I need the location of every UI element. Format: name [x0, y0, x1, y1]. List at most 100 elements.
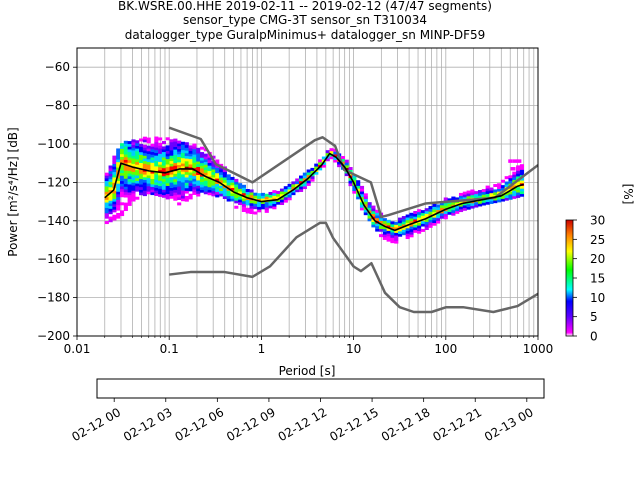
ppd-cell: [211, 155, 216, 159]
ppd-cell: [108, 184, 113, 188]
ppd-cell: [177, 178, 182, 182]
ppd-cell: [142, 174, 147, 178]
ppd-cell: [409, 231, 414, 235]
ppd-cell: [188, 148, 193, 152]
ppd-cell: [146, 137, 151, 141]
ppd-cell: [382, 218, 387, 222]
ppd-cell: [283, 188, 288, 192]
ppd-cell: [123, 202, 128, 206]
ppd-cell: [196, 177, 201, 181]
ppd-cell: [302, 172, 307, 176]
ppd-cell: [241, 200, 246, 204]
ppd-cell: [184, 177, 189, 181]
ppd-cell: [394, 235, 399, 239]
x-tick-label: 10: [346, 342, 361, 356]
ppd-cell: [508, 180, 513, 184]
ppd-cell: [234, 186, 239, 190]
ppd-cell: [413, 224, 418, 228]
ppd-cell: [154, 179, 159, 183]
nhnm-line: [168, 126, 538, 219]
ppd-cell: [131, 139, 136, 143]
ppd-cell: [333, 154, 338, 158]
ppd-cell: [119, 178, 125, 182]
ppd-cell: [394, 232, 399, 236]
ppd-cell: [230, 187, 235, 191]
ppd-cell: [119, 202, 125, 206]
ppd-cell: [371, 224, 376, 228]
ppd-cell: [272, 190, 277, 194]
ppd-cell: [405, 236, 410, 240]
ppd-cell: [401, 232, 406, 236]
ppd-cell: [135, 196, 140, 200]
ppd-cell: [359, 191, 365, 195]
ppd-cell: [375, 223, 380, 227]
ppd-cell: [161, 157, 166, 161]
ppd-cell: [439, 215, 445, 219]
ppd-cell: [417, 217, 422, 221]
ppd-cell: [173, 143, 178, 147]
ppd-cell: [409, 215, 414, 219]
ppd-cell: [123, 156, 128, 160]
ppd-cell: [173, 170, 178, 174]
ppd-cell: [158, 164, 163, 168]
ppd-cell: [493, 189, 498, 193]
ppd-cell: [112, 174, 117, 178]
ppd-cell: [504, 192, 509, 196]
ppd-cell: [169, 150, 174, 154]
ppd-cell: [299, 183, 304, 187]
ppd-cell: [413, 211, 418, 215]
ppd-cell: [173, 138, 178, 142]
ppd-cell: [249, 194, 254, 198]
ppd-cell: [207, 162, 212, 166]
ppd-cell: [386, 235, 391, 239]
ppd-cell: [161, 181, 166, 185]
ppd-cell: [436, 212, 441, 216]
ppd-cell: [108, 195, 113, 199]
model-lines: [104, 126, 538, 314]
ppd-cell: [180, 176, 186, 180]
ppd-cell: [230, 195, 235, 199]
ppd-cell: [458, 206, 464, 210]
ppd-cell: [276, 196, 281, 200]
ppd-cell: [142, 136, 147, 140]
ppd-cell: [519, 191, 525, 195]
ppd-cell: [119, 156, 125, 160]
ppd-cell: [238, 199, 243, 203]
ppd-cell: [146, 191, 151, 195]
ppd-cell: [466, 190, 471, 194]
ppd-cell: [367, 215, 372, 219]
ppd-cell: [177, 194, 182, 198]
ppd-cell: [390, 232, 395, 236]
ppd-cell: [515, 167, 521, 171]
ppd-cell: [104, 178, 109, 182]
ppd-cell: [184, 169, 189, 173]
ppd-cell: [127, 176, 132, 180]
ppd-cell: [432, 214, 437, 218]
ppd-cell: [165, 164, 170, 168]
ppd-cell: [241, 209, 246, 212]
ppd-cell: [123, 205, 128, 209]
ppd-cell: [432, 222, 437, 226]
ppd-cell: [371, 205, 376, 209]
ppd-cell: [352, 177, 357, 181]
ppd-cell: [123, 164, 128, 168]
ppd-cell: [139, 192, 144, 196]
ppd-cell: [119, 159, 125, 163]
ppd-cell: [394, 224, 399, 228]
ppd-cell: [135, 185, 140, 189]
ppd-cell: [154, 192, 159, 196]
ppd-cell: [154, 152, 159, 156]
ppd-cell: [485, 190, 490, 194]
ppd-cell: [306, 174, 311, 178]
ppd-cell: [108, 219, 113, 223]
ppd-cell: [241, 203, 246, 207]
ppd-cell: [180, 198, 186, 202]
ppd-cell: [359, 204, 365, 208]
ppd-cell: [199, 178, 205, 182]
ppd-cell: [299, 175, 304, 179]
ppd-cell: [119, 167, 125, 171]
ppd-cell: [154, 136, 159, 140]
ppd-cell: [215, 167, 220, 171]
ppd-cell: [382, 228, 387, 232]
ppd-cell: [165, 169, 170, 173]
